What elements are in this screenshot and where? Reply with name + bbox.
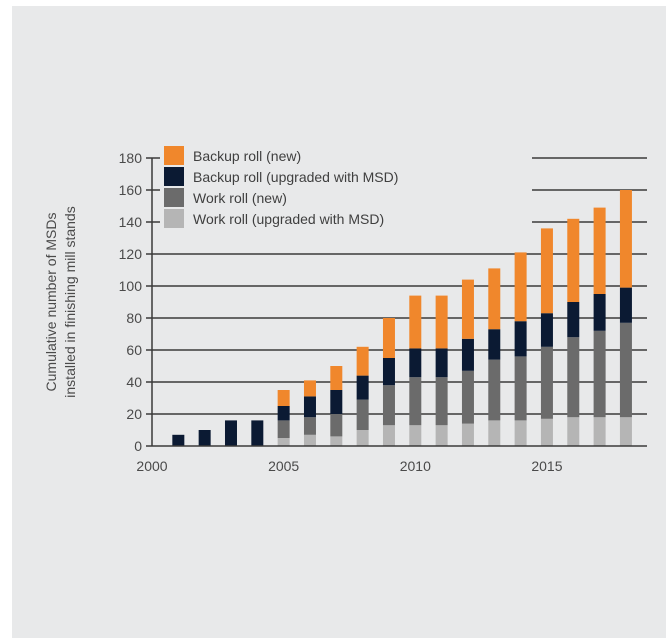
bar-2009-series-3 — [382, 318, 395, 358]
x-tick-label-2005: 2005 — [268, 458, 299, 474]
bar-2009-series-2 — [382, 358, 395, 386]
y-tick-labels: 0 20 40 60 80 100 120 140 160 180 — [119, 150, 152, 454]
y-axis-title-line-1: Cumulative number of MSDs — [43, 213, 59, 392]
bar-2012-series-2 — [461, 338, 474, 371]
bar-2014-series-1 — [514, 356, 527, 421]
bar-2008-series-1 — [356, 399, 369, 430]
bar-2013-series-2 — [488, 329, 501, 360]
bar-2016-series-2 — [567, 302, 580, 338]
bar-2007-series-3 — [330, 366, 343, 390]
bar-2015-series-0 — [540, 418, 553, 446]
axes — [151, 158, 647, 447]
bar-2017-series-3 — [593, 207, 606, 294]
bar-2002-series-2 — [198, 430, 211, 446]
legend-background — [160, 142, 532, 232]
bar-2017-series-1 — [593, 330, 606, 418]
x-tick-label-2000: 2000 — [136, 458, 167, 474]
bar-2010-series-3 — [409, 295, 422, 349]
bar-2013-series-3 — [488, 268, 501, 330]
y-tick-label-160: 160 — [119, 182, 143, 198]
bar-2018-series-2 — [619, 287, 632, 323]
y-tick-label-120: 120 — [119, 246, 143, 262]
bar-2006-series-1 — [303, 417, 316, 435]
legend-swatch-1 — [164, 188, 184, 207]
legend-swatch-2 — [164, 167, 184, 186]
x-tick-label-2010: 2010 — [400, 458, 431, 474]
legend-swatch-3 — [164, 146, 184, 165]
bar-2010-series-0 — [409, 425, 422, 446]
bar-2018-series-0 — [619, 417, 632, 446]
bar-2013-series-0 — [488, 420, 501, 446]
y-tick-label-20: 20 — [126, 406, 142, 422]
bar-2015-series-1 — [540, 346, 553, 419]
bar-2006-series-2 — [303, 396, 316, 418]
legend-label-0: Work roll (upgraded with MSD) — [193, 211, 384, 227]
bar-2017-series-0 — [593, 417, 606, 446]
bar-2007-series-0 — [330, 436, 343, 446]
bar-2010-series-2 — [409, 348, 422, 378]
bar-2012-series-0 — [461, 423, 474, 446]
bar-2005-series-2 — [277, 406, 290, 421]
bar-2015-series-3 — [540, 228, 553, 314]
bar-2006-series-0 — [303, 434, 316, 446]
legend-label-2: Backup roll (upgraded with MSD) — [193, 169, 398, 185]
y-tick-label-180: 180 — [119, 150, 143, 166]
bar-2001-series-2 — [172, 434, 185, 446]
x-tick-labels: 2000 2005 2010 2015 — [136, 458, 562, 474]
bar-2014-series-2 — [514, 321, 527, 357]
y-tick-label-60: 60 — [126, 342, 142, 358]
bar-2014-series-0 — [514, 420, 527, 446]
bar-2006-series-3 — [303, 380, 316, 397]
bar-2008-series-3 — [356, 346, 369, 376]
y-tick-label-100: 100 — [119, 278, 143, 294]
bar-2010-series-1 — [409, 377, 422, 426]
bar-2008-series-0 — [356, 430, 369, 446]
bars — [172, 190, 632, 446]
y-tick-label-40: 40 — [126, 374, 142, 390]
stacked-bar-chart: 0 20 40 60 80 100 120 140 160 180 2000 2005 2010 201… — [43, 142, 647, 474]
x-tick-label-2015: 2015 — [531, 458, 562, 474]
legend-label-3: Backup roll (new) — [193, 148, 301, 164]
bar-2005-series-1 — [277, 420, 290, 438]
bar-2013-series-1 — [488, 359, 501, 421]
bar-2011-series-0 — [435, 425, 448, 446]
legend: Backup roll (new) Backup roll (upgraded w… — [160, 142, 532, 232]
bar-2018-series-1 — [619, 322, 632, 418]
bar-2008-series-2 — [356, 375, 369, 400]
bar-2012-series-3 — [461, 279, 474, 339]
bar-2004-series-2 — [251, 420, 264, 446]
bar-2009-series-1 — [382, 385, 395, 426]
bar-2011-series-1 — [435, 377, 448, 426]
bar-2016-series-1 — [567, 337, 580, 418]
bar-2011-series-3 — [435, 295, 448, 349]
y-axis-title: Cumulative number of MSDs installed in fi… — [43, 206, 78, 397]
bar-2007-series-1 — [330, 414, 343, 437]
bar-2005-series-3 — [277, 390, 290, 406]
bar-2007-series-2 — [330, 390, 343, 414]
y-tick-label-80: 80 — [126, 310, 142, 326]
bar-2018-series-3 — [619, 190, 632, 288]
chart-panel: 0 20 40 60 80 100 120 140 160 180 2000 2005 2010 201… — [12, 6, 666, 638]
bar-2017-series-2 — [593, 294, 606, 331]
bar-2016-series-3 — [567, 218, 580, 302]
y-tick-label-0: 0 — [134, 438, 142, 454]
bar-2005-series-0 — [277, 438, 290, 446]
y-tick-label-140: 140 — [119, 214, 143, 230]
bar-2009-series-0 — [382, 425, 395, 446]
y-axis-title-line-2: installed in finishing mill stands — [62, 206, 78, 397]
legend-label-1: Work roll (new) — [193, 190, 287, 206]
bar-2003-series-2 — [224, 420, 237, 446]
bar-2016-series-0 — [567, 417, 580, 446]
bar-2012-series-1 — [461, 370, 474, 424]
bar-2014-series-3 — [514, 252, 527, 322]
bar-2011-series-2 — [435, 348, 448, 378]
legend-swatch-0 — [164, 209, 184, 228]
bar-2015-series-2 — [540, 313, 553, 347]
